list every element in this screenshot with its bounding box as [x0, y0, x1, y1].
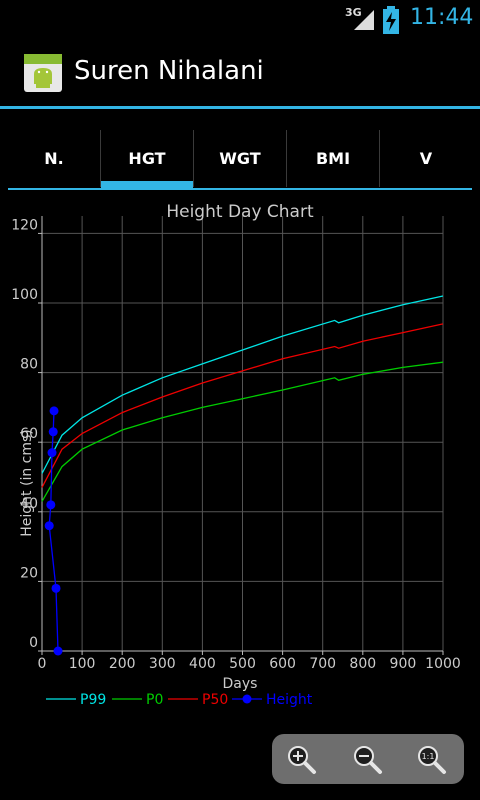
y-tick-label: 60 [20, 426, 38, 442]
legend-label-p50: P50 [202, 692, 228, 708]
tab-label: V [419, 149, 433, 168]
tab-label: HGT [128, 149, 166, 168]
tab-label: WGT [219, 149, 261, 168]
tab-bmi[interactable]: BMI [287, 130, 379, 187]
y-tick-label: 0 [29, 635, 38, 651]
action-bar: Suren Nihalani [0, 38, 480, 106]
x-tick-label: 200 [109, 656, 136, 672]
data-point-height [49, 406, 59, 416]
status-clock: 11:44 [410, 5, 474, 30]
tab-height[interactable]: HGT [101, 130, 193, 187]
tab-label: N. [44, 149, 64, 168]
y-tick-label: 40 [20, 496, 38, 512]
data-point-height [48, 427, 58, 437]
tab-separator [193, 130, 194, 187]
data-point-height [53, 646, 63, 656]
zoom-controls: 1:1 [272, 734, 464, 784]
x-tick-label: 100 [69, 656, 96, 672]
network-type: 3G [345, 6, 362, 19]
svg-text:1:1: 1:1 [422, 752, 435, 761]
tab-weight[interactable]: WGT [194, 130, 286, 187]
zoom-out-icon[interactable] [350, 742, 384, 776]
x-tick-label: 0 [38, 656, 47, 672]
legend-label-height: Height [266, 692, 313, 708]
tab-separator [286, 130, 287, 187]
battery-charging-icon [383, 6, 399, 34]
signal-icon [354, 10, 374, 30]
data-point-height [51, 583, 61, 593]
x-tick-label: 800 [349, 656, 376, 672]
y-axis-label: Height (in cms) [19, 429, 35, 537]
y-tick-label: 20 [20, 565, 38, 581]
x-tick-label: 600 [269, 656, 296, 672]
status-bar: 3G 11:44 [0, 0, 480, 38]
data-point-height [44, 521, 54, 531]
data-point-height [47, 448, 57, 458]
tab-v[interactable]: V [380, 130, 472, 187]
x-tick-label: 500 [229, 656, 256, 672]
x-tick-label: 300 [149, 656, 176, 672]
tab-notes[interactable]: N. [8, 130, 100, 187]
android-app-icon[interactable] [24, 54, 62, 92]
tab-separator [100, 130, 101, 187]
zoom-in-icon[interactable] [284, 742, 318, 776]
x-tick-label: 700 [309, 656, 336, 672]
series-line-p0 [41, 361, 444, 502]
app-title: Suren Nihalani [74, 56, 264, 86]
tab-bar-underline [8, 188, 472, 190]
x-tick-label: 400 [189, 656, 216, 672]
action-bar-divider [0, 106, 480, 109]
x-tick-label: 1000 [425, 656, 461, 672]
legend-label-p0: P0 [146, 692, 163, 708]
y-tick-label: 100 [11, 287, 38, 303]
data-point-height [46, 500, 56, 510]
x-axis-label: Days [223, 676, 258, 692]
tab-bar: N. HGT WGT BMI V [8, 130, 472, 190]
series-line-p99 [41, 295, 444, 474]
series-line-p50 [41, 323, 444, 488]
zoom-reset-icon[interactable]: 1:1 [414, 742, 448, 776]
y-tick-label: 80 [20, 357, 38, 373]
x-tick-label: 900 [390, 656, 417, 672]
tab-separator [379, 130, 380, 187]
legend-label-p99: P99 [80, 692, 106, 708]
chart-title: Height Day Chart [166, 202, 314, 222]
series-line-height [48, 410, 59, 652]
legend-marker-height [242, 694, 252, 704]
selected-tab-indicator [101, 181, 193, 188]
height-day-chart[interactable]: 0 100 200 300 400 500 600 700 800 900 1000 0 20 40 60 8… [0, 196, 480, 716]
tab-label: BMI [315, 149, 351, 168]
y-tick-label: 120 [11, 217, 38, 233]
